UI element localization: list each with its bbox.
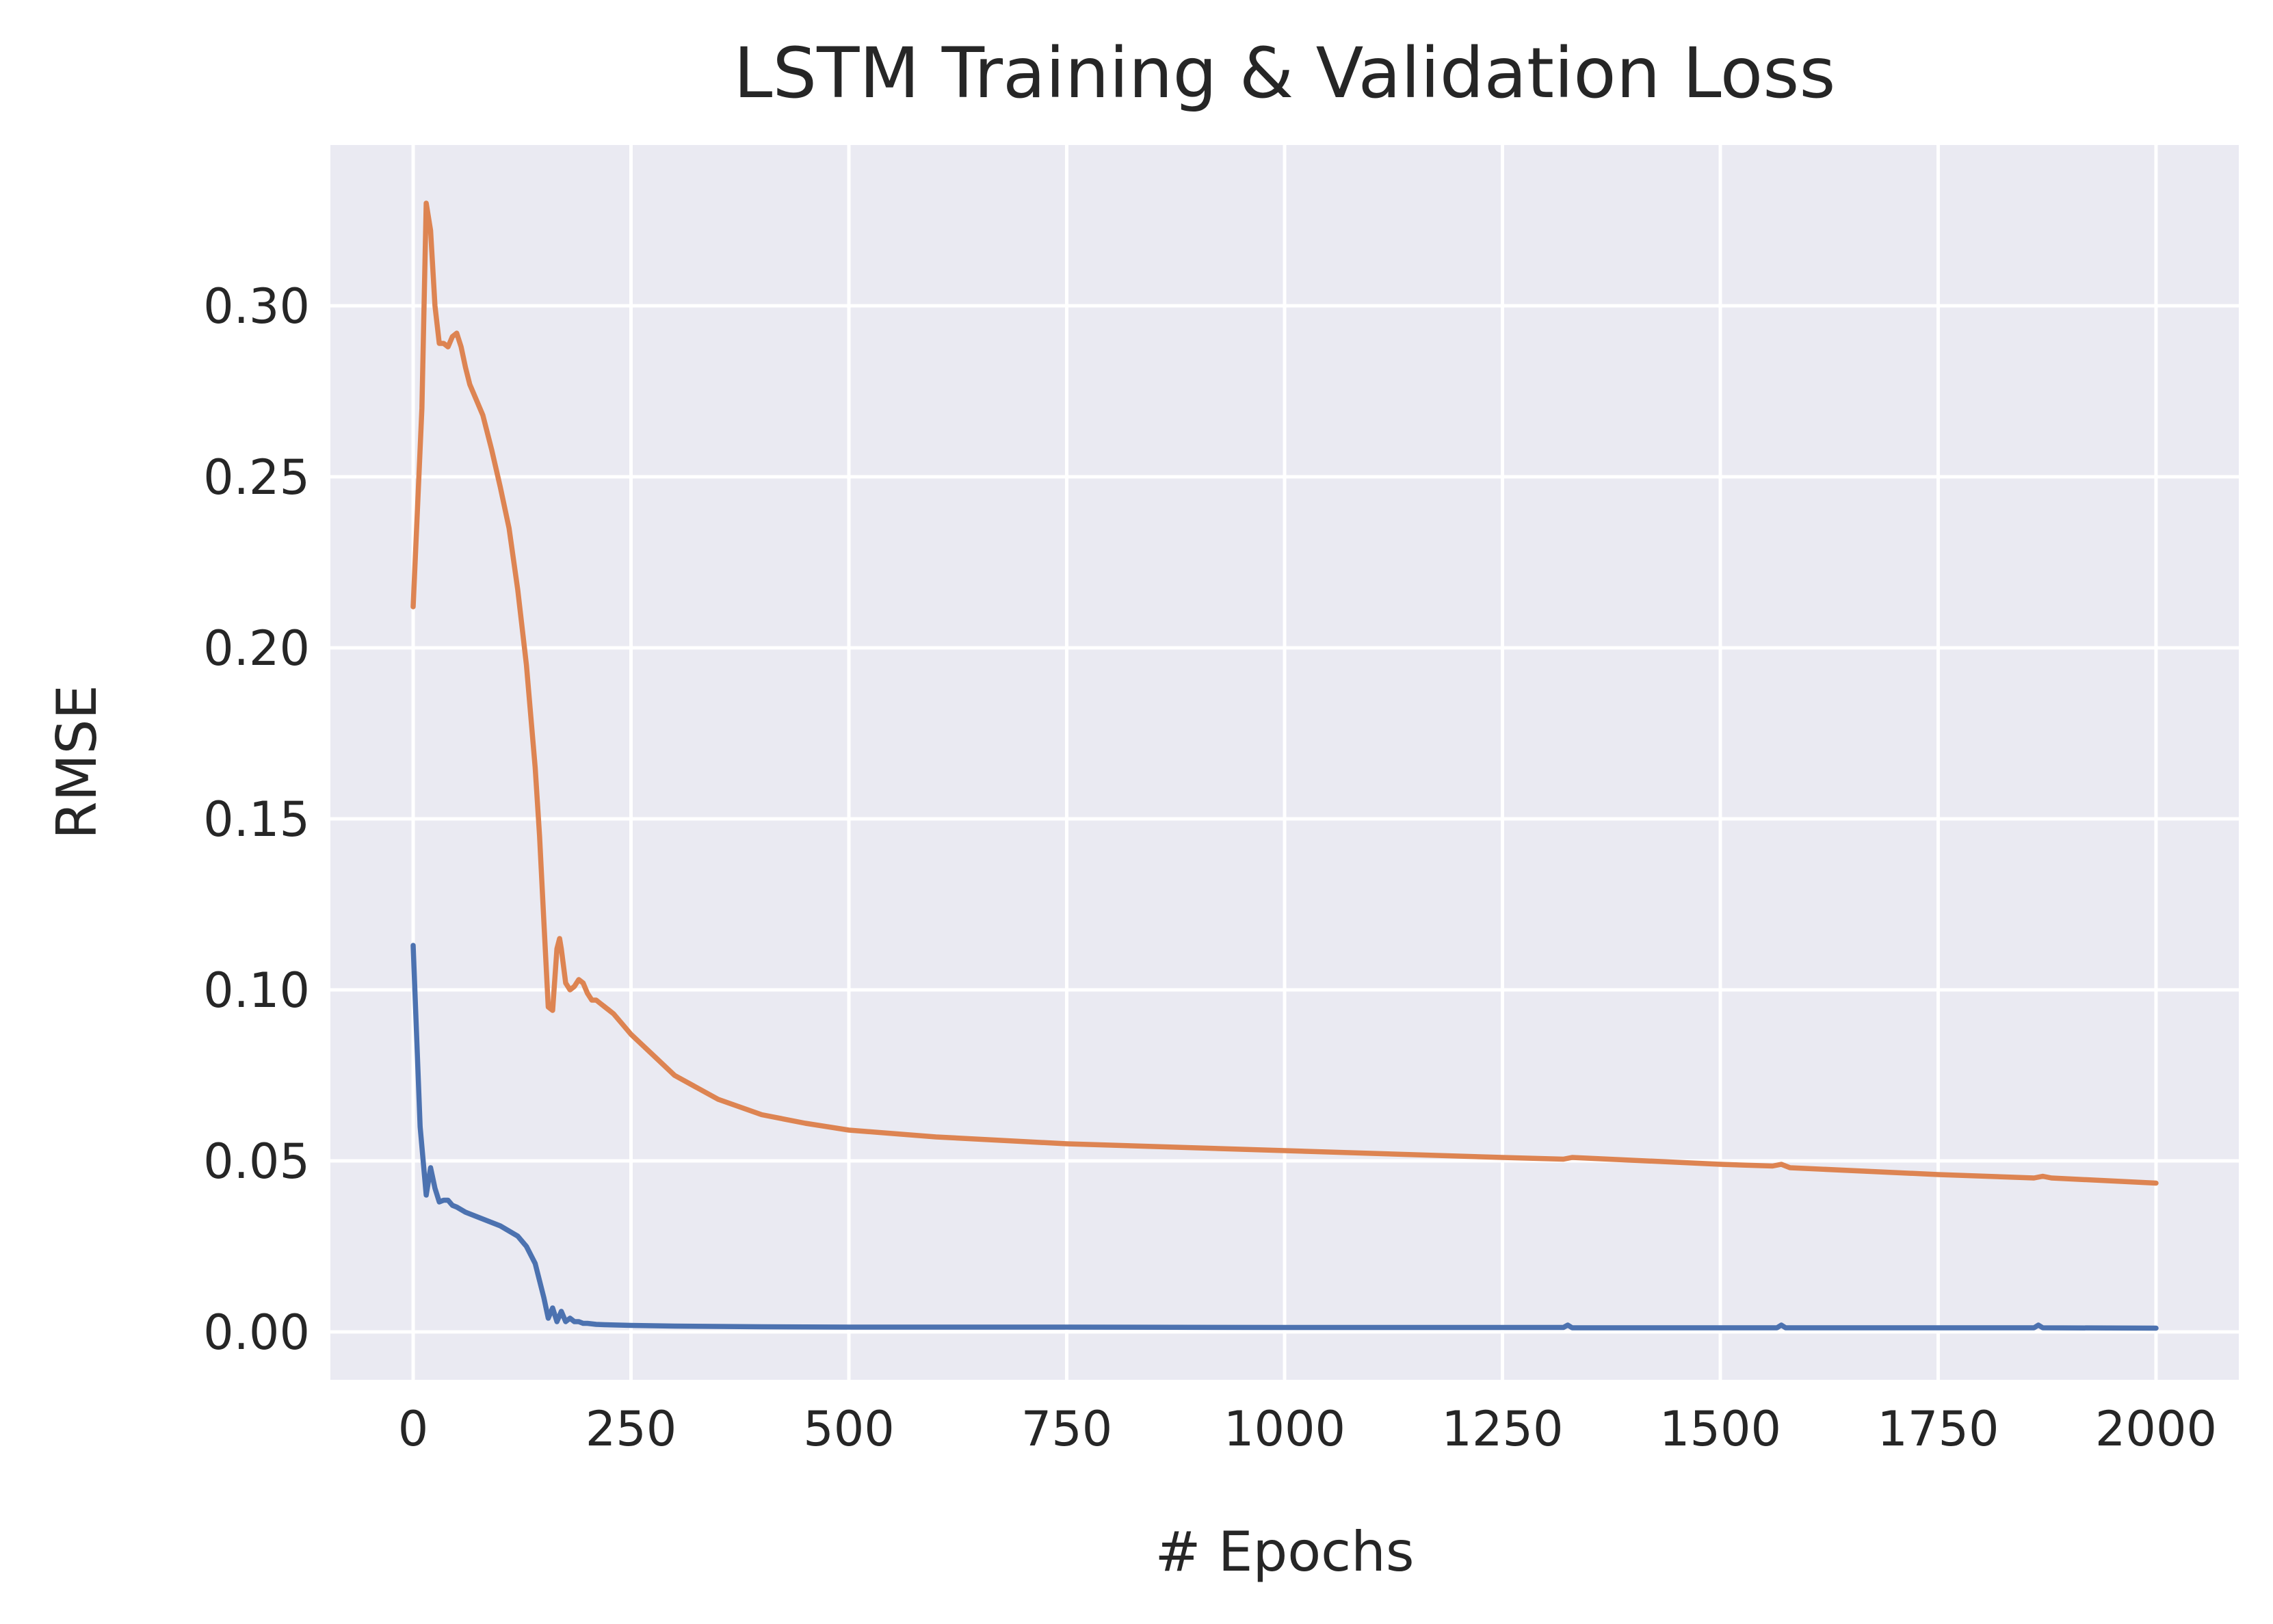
y-grid — [330, 304, 2239, 1334]
x-tick-label: 1000 — [1224, 1401, 1345, 1457]
x-axis-label: # Epochs — [1155, 1520, 1414, 1584]
y-axis-label: RMSE — [45, 685, 109, 839]
series-layer — [410, 200, 2159, 1331]
x-tick-label: 2000 — [2095, 1401, 2217, 1457]
x-tick-labels: 0 250 500 750 1000 1250 1500 1750 2000 — [398, 1401, 2217, 1457]
y-tick-label: 0.05 — [203, 1134, 310, 1190]
y-tick-label: 0.30 — [203, 278, 310, 335]
x-grid — [411, 145, 2158, 1380]
y-tick-label: 0.00 — [203, 1305, 310, 1361]
x-tick-label: 500 — [803, 1401, 895, 1457]
y-tick-label: 0.10 — [203, 962, 310, 1019]
y-tick-label: 0.25 — [203, 449, 310, 506]
chart-title: LSTM Training & Validation Loss — [734, 33, 1836, 114]
y-tick-label: 0.15 — [203, 791, 310, 848]
x-tick-label: 250 — [586, 1401, 677, 1457]
x-tick-label: 1500 — [1659, 1401, 1781, 1457]
x-tick-label: 750 — [1021, 1401, 1113, 1457]
x-tick-label: 1750 — [1877, 1401, 1999, 1457]
series-line-2 — [410, 200, 2159, 1186]
x-tick-label: 1250 — [1441, 1401, 1563, 1457]
y-tick-label: 0.20 — [203, 620, 310, 677]
x-tick-label: 0 — [398, 1401, 429, 1457]
y-tick-labels: 0.00 0.05 0.10 0.15 0.20 0.25 0.30 — [203, 278, 310, 1361]
series-line-1 — [410, 943, 2159, 1331]
